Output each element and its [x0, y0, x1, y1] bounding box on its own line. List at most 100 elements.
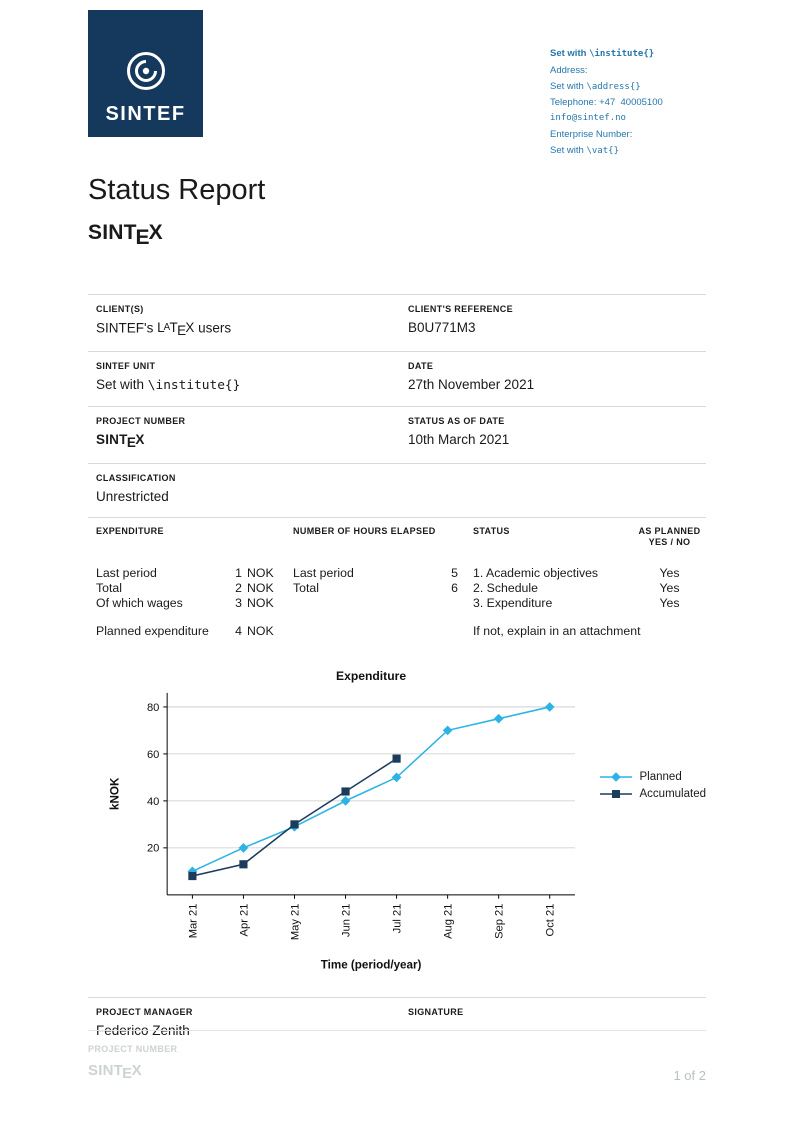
planned-expenditure-row: Planned expenditure 4 NOK	[88, 624, 293, 639]
table-row: Yes	[659, 581, 680, 595]
contact-vat: Set with \vat{}	[550, 144, 620, 156]
field-clients: CLIENT(S) SINTEF's LATEX users	[88, 303, 400, 340]
legend-label: Accumulated	[639, 788, 706, 800]
legend-label: Planned	[639, 771, 682, 783]
table-row: Yes	[659, 566, 680, 580]
institute-code: \institute{}	[589, 49, 655, 59]
footer-project-number-label: PROJECT NUMBER	[88, 1044, 178, 1054]
status-date-value: 10th March 2021	[408, 432, 510, 448]
date-value: 27th November 2021	[408, 377, 535, 393]
table-row: Total 2 NOK	[96, 581, 274, 595]
project-manager-label: PROJECT MANAGER	[96, 1007, 193, 1017]
expenditure-chart: 20 40 60 80 Mar 21 Apr 21 May 21 Jun 21 Jul 21 Au…	[109, 669, 575, 972]
sintef-logo-text: SINTEF	[105, 103, 186, 125]
svg-text:Time (period/year): Time (period/year)	[321, 959, 422, 972]
info-fields: CLIENT(S) SINTEF's LATEX users CLIENT'S …	[88, 293, 706, 518]
svg-text:60: 60	[147, 749, 159, 761]
classification-value: Unrestricted	[96, 489, 169, 504]
status-note: If not, explain in an attachment	[473, 624, 641, 638]
field-classification: CLASSIFICATION Unrestricted	[88, 472, 400, 505]
table-row: 1. Academic objectives	[473, 566, 599, 580]
status-values: 1. Academic objectives 2. Schedule 3. Ex…	[473, 566, 633, 611]
square-marker-icon	[599, 790, 632, 798]
contact-telephone: Telephone: +47 40005100	[550, 97, 663, 109]
contact-block: Set with \institute{} Address: Set with …	[550, 46, 726, 160]
project-logo: SINTEX	[88, 221, 163, 249]
svg-text:Aug 21: Aug 21	[443, 904, 455, 939]
field-project-number: PROJECT NUMBER SINTEX	[88, 415, 400, 451]
sintef-unit-label: SINTEF UNIT	[96, 361, 156, 372]
svg-text:Sep 21: Sep 21	[494, 904, 506, 939]
clients-label: CLIENT(S)	[96, 303, 144, 314]
table-row: Yes	[659, 596, 680, 610]
svg-text:40: 40	[147, 796, 159, 808]
table-row: Last period 5	[293, 566, 458, 580]
table-row: 3. Expenditure	[473, 596, 553, 610]
as-planned-values: Yes Yes Yes	[633, 566, 706, 611]
clients-reference-label: CLIENT'S REFERENCE	[408, 303, 513, 314]
contact-address-label: Address:	[550, 64, 588, 76]
contact-enterprise-label: Enterprise Number:	[550, 128, 633, 140]
field-date: DATE 27th November 2021	[400, 360, 706, 394]
address-code: \address{}	[586, 81, 641, 92]
table-row: Total 6	[293, 581, 458, 595]
status-date-label: STATUS AS OF DATE	[408, 416, 505, 427]
col-header-as-planned: AS PLANNED YES / NO	[638, 526, 701, 547]
svg-text:20: 20	[147, 843, 159, 855]
field-clients-reference: CLIENT'S REFERENCE B0U771M3	[400, 303, 706, 340]
footer-project-number: PROJECT NUMBER SINTEX	[88, 1043, 177, 1082]
svg-text:May 21: May 21	[289, 904, 301, 941]
expenditure-chart-section: 20 40 60 80 Mar 21 Apr 21 May 21 Jun 21 Jul 21 Au…	[105, 663, 706, 981]
field-status-date: STATUS AS OF DATE 10th March 2021	[400, 415, 706, 451]
legend-item-accumulated: Accumulated	[599, 788, 706, 800]
svg-text:kNOK: kNOK	[109, 777, 122, 810]
legend-item-planned: Planned	[599, 771, 706, 783]
svg-text:Expenditure: Expenditure	[336, 669, 406, 683]
col-header-expenditure: EXPENDITURE	[96, 526, 164, 536]
col-header-hours: NUMBER OF HOURS ELAPSED	[293, 526, 436, 536]
svg-text:Jul 21: Jul 21	[391, 904, 403, 934]
table-row: Last period 1 NOK	[96, 566, 274, 580]
latex-logo: LATEX	[157, 320, 195, 339]
svg-text:80: 80	[147, 702, 159, 714]
field-row-classification: CLASSIFICATION Unrestricted	[88, 463, 706, 517]
sintef-logo-icon	[126, 52, 165, 90]
unit-code: \institute{}	[147, 378, 241, 394]
col-header-status: STATUS	[473, 526, 510, 536]
contact-email-link[interactable]: info@sintef.no	[550, 113, 626, 124]
project-number-value: SINTEX	[96, 432, 145, 450]
table-row: Of which wages 3 NOK	[96, 596, 274, 610]
svg-text:Mar 21: Mar 21	[187, 904, 199, 939]
hours-values: Last period 5 Total 6	[293, 566, 473, 611]
diamond-marker-icon	[599, 772, 632, 782]
signature-label: SIGNATURE	[408, 1007, 464, 1017]
date-label: DATE	[408, 361, 434, 372]
clients-reference-value: B0U771M3	[408, 319, 476, 335]
contact-institute: Set with \institute{}	[550, 48, 655, 59]
table-row: Planned expenditure 4 NOK	[96, 624, 274, 638]
chart-legend: Planned Accumulated	[599, 771, 706, 800]
footer-project-number-value: SINTEX	[88, 1062, 142, 1083]
page-title: Status Report	[88, 174, 266, 206]
expenditure-table: EXPENDITURE NUMBER OF HOURS ELAPSED STAT…	[88, 517, 706, 639]
page-number: 1 of 2	[673, 1068, 706, 1084]
vat-code: \vat{}	[586, 145, 620, 156]
svg-text:Apr 21: Apr 21	[238, 904, 250, 937]
sintef-unit-value: Set with \institute{}	[96, 377, 241, 394]
svg-text:Oct 21: Oct 21	[545, 904, 557, 937]
classification-label: CLASSIFICATION	[96, 473, 176, 483]
project-number-label: PROJECT NUMBER	[96, 416, 186, 427]
page-footer: PROJECT NUMBER SINTEX 1 of 2	[88, 1030, 706, 1082]
field-row-clients: CLIENT(S) SINTEF's LATEX users CLIENT'S …	[88, 293, 706, 352]
field-row-project-number: PROJECT NUMBER SINTEX STATUS AS OF DATE …	[88, 406, 706, 463]
table-row: 2. Schedule	[473, 581, 538, 595]
field-sintef-unit: SINTEF UNIT Set with \institute{}	[88, 360, 400, 394]
field-row-unit: SINTEF UNIT Set with \institute{} DATE 2…	[88, 351, 706, 406]
signature-field: SIGNATURE	[400, 1006, 706, 1039]
clients-value: SINTEF's LATEX users	[96, 320, 232, 339]
sintef-logo-block: SINTEF	[88, 10, 203, 137]
contact-address: Set with \address{}	[550, 80, 641, 92]
svg-text:Jun 21: Jun 21	[340, 904, 352, 938]
expenditure-values: Last period 1 NOK Total 2 NOK Of which wages…	[88, 566, 293, 611]
